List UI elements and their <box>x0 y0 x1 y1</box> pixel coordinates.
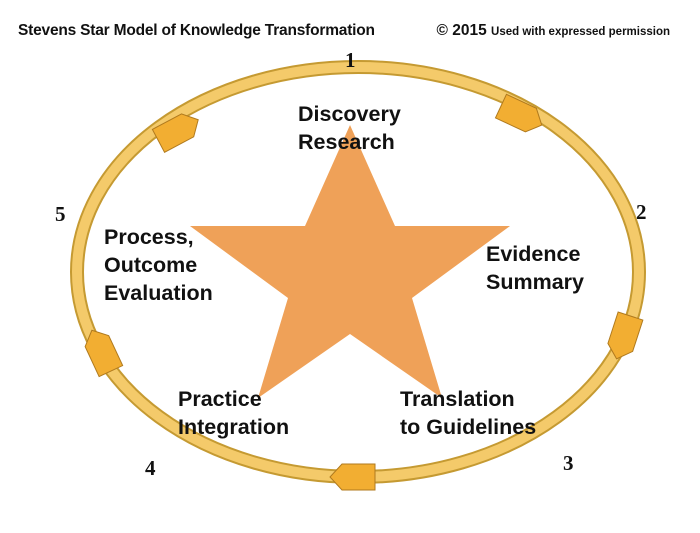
step-number-1: 1 <box>345 48 356 72</box>
label-practice-integration: Practice Integration <box>178 385 289 441</box>
label-line: Outcome <box>104 253 198 277</box>
label-line: Evaluation <box>104 281 213 305</box>
arrow-bottom-icon <box>329 463 376 491</box>
label-translation-guidelines: Translation to Guidelines <box>400 385 536 441</box>
knowledge-star <box>190 125 510 398</box>
label-line: Translation <box>400 387 515 411</box>
label-line: Discovery <box>298 102 401 126</box>
copyright-year: © 2015 <box>436 22 487 39</box>
label-line: Summary <box>486 270 584 294</box>
label-evidence-summary: Evidence Summary <box>486 240 584 296</box>
copyright-notice: © 2015 Used with expressed permission <box>437 22 670 40</box>
label-line: Integration <box>178 415 290 439</box>
step-number-3: 3 <box>563 451 574 475</box>
step-number-2: 2 <box>636 200 647 224</box>
arrow-right-icon <box>607 311 644 360</box>
label-line: Process, <box>104 225 194 249</box>
arrow-left-icon <box>84 329 124 378</box>
label-discovery-research: Discovery Research <box>298 100 401 156</box>
arrow-top-left-icon <box>151 113 199 154</box>
label-line: Research <box>298 130 395 154</box>
label-process-outcome-evaluation: Process, Outcome Evaluation <box>104 223 213 307</box>
label-line: Practice <box>178 387 262 411</box>
copyright-note: Used with expressed permission <box>491 26 670 38</box>
arrow-top-right-icon <box>494 93 543 133</box>
label-line: to Guidelines <box>400 415 537 439</box>
step-number-5: 5 <box>55 202 66 226</box>
step-number-4: 4 <box>145 456 156 480</box>
diagram-title: Stevens Star Model of Knowledge Transfor… <box>18 22 375 39</box>
label-line: Evidence <box>486 242 581 266</box>
